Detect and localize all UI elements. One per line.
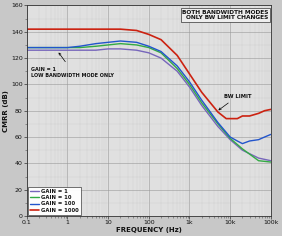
GAIN = 1 xyxy=(45,49,48,52)
GAIN = 1 xyxy=(78,49,81,52)
GAIN = 1000 xyxy=(119,28,122,31)
GAIN = 1000 xyxy=(228,117,232,120)
GAIN = 1 xyxy=(119,47,122,50)
GAIN = 100 xyxy=(200,99,203,102)
GAIN = 1000 xyxy=(45,28,48,31)
GAIN = 1 xyxy=(106,47,110,50)
GAIN = 100 xyxy=(257,138,260,141)
GAIN = 1 xyxy=(94,49,98,52)
GAIN = 100 xyxy=(106,41,110,44)
GAIN = 1000 xyxy=(236,117,239,120)
GAIN = 10 xyxy=(147,46,151,49)
GAIN = 1000 xyxy=(224,117,228,120)
GAIN = 1000 xyxy=(176,54,179,57)
GAIN = 1000 xyxy=(257,112,260,115)
GAIN = 1000 xyxy=(147,33,151,36)
GAIN = 1000 xyxy=(78,28,81,31)
GAIN = 100 xyxy=(236,139,239,142)
Text: GAIN = 1
LOW BANDWIDTH MODE ONLY: GAIN = 1 LOW BANDWIDTH MODE ONLY xyxy=(31,53,114,77)
Text: BOTH BANDWIDTH MODES
ONLY BW LIMIT CHANGES: BOTH BANDWIDTH MODES ONLY BW LIMIT CHANG… xyxy=(182,10,268,21)
GAIN = 10 xyxy=(269,161,272,164)
Text: BW LIMIT: BW LIMIT xyxy=(219,93,251,110)
GAIN = 1000 xyxy=(54,28,57,31)
GAIN = 10 xyxy=(228,137,232,140)
GAIN = 100 xyxy=(78,45,81,48)
GAIN = 1000 xyxy=(25,28,28,31)
Line: GAIN = 1: GAIN = 1 xyxy=(27,49,271,161)
GAIN = 1000 xyxy=(135,29,138,32)
GAIN = 10 xyxy=(135,43,138,46)
GAIN = 10 xyxy=(216,122,220,125)
GAIN = 10 xyxy=(176,67,179,70)
GAIN = 100 xyxy=(66,46,69,49)
GAIN = 100 xyxy=(159,50,163,53)
GAIN = 100 xyxy=(263,136,266,139)
GAIN = 1 xyxy=(159,57,163,59)
GAIN = 100 xyxy=(188,80,191,83)
GAIN = 10 xyxy=(54,46,57,49)
GAIN = 1 xyxy=(241,149,244,152)
GAIN = 10 xyxy=(241,148,244,150)
GAIN = 10 xyxy=(188,83,191,86)
GAIN = 10 xyxy=(94,45,98,48)
GAIN = 100 xyxy=(25,46,28,49)
GAIN = 100 xyxy=(176,65,179,67)
GAIN = 10 xyxy=(25,46,28,49)
X-axis label: FREQUENCY (Hz): FREQUENCY (Hz) xyxy=(116,227,182,232)
GAIN = 1000 xyxy=(200,91,203,94)
GAIN = 1 xyxy=(135,49,138,52)
GAIN = 100 xyxy=(119,40,122,42)
GAIN = 100 xyxy=(248,139,251,142)
GAIN = 1000 xyxy=(159,38,163,41)
GAIN = 1000 xyxy=(106,28,110,31)
GAIN = 10 xyxy=(257,159,260,162)
GAIN = 100 xyxy=(269,133,272,136)
Line: GAIN = 1000: GAIN = 1000 xyxy=(27,29,271,119)
Line: GAIN = 100: GAIN = 100 xyxy=(27,41,271,144)
GAIN = 1 xyxy=(176,70,179,73)
GAIN = 10 xyxy=(106,43,110,46)
GAIN = 100 xyxy=(135,41,138,44)
GAIN = 1000 xyxy=(66,28,69,31)
GAIN = 1 xyxy=(216,125,220,128)
GAIN = 1 xyxy=(147,51,151,54)
GAIN = 1000 xyxy=(263,109,266,112)
GAIN = 100 xyxy=(54,46,57,49)
Legend: GAIN = 1, GAIN = 10, GAIN = 100, GAIN = 1000: GAIN = 1, GAIN = 10, GAIN = 100, GAIN = … xyxy=(28,187,81,215)
GAIN = 10 xyxy=(119,42,122,45)
GAIN = 1 xyxy=(200,104,203,107)
GAIN = 100 xyxy=(94,42,98,45)
GAIN = 1000 xyxy=(94,28,98,31)
GAIN = 100 xyxy=(45,46,48,49)
GAIN = 1000 xyxy=(248,114,251,117)
GAIN = 10 xyxy=(78,46,81,49)
GAIN = 100 xyxy=(216,121,220,124)
Y-axis label: CMRR (dB): CMRR (dB) xyxy=(3,90,10,132)
Line: GAIN = 10: GAIN = 10 xyxy=(27,44,271,162)
GAIN = 10 xyxy=(159,51,163,54)
GAIN = 10 xyxy=(66,46,69,49)
GAIN = 1 xyxy=(188,86,191,88)
GAIN = 1 xyxy=(228,138,232,141)
GAIN = 1000 xyxy=(216,111,220,114)
GAIN = 1 xyxy=(54,49,57,52)
GAIN = 100 xyxy=(147,45,151,48)
GAIN = 1000 xyxy=(241,114,244,117)
GAIN = 10 xyxy=(200,101,203,104)
GAIN = 1 xyxy=(66,49,69,52)
GAIN = 1 xyxy=(257,157,260,160)
GAIN = 1 xyxy=(25,49,28,52)
GAIN = 1 xyxy=(269,159,272,162)
GAIN = 100 xyxy=(228,136,232,139)
GAIN = 10 xyxy=(45,46,48,49)
GAIN = 1000 xyxy=(188,72,191,75)
GAIN = 1000 xyxy=(269,108,272,111)
GAIN = 100 xyxy=(241,142,244,145)
